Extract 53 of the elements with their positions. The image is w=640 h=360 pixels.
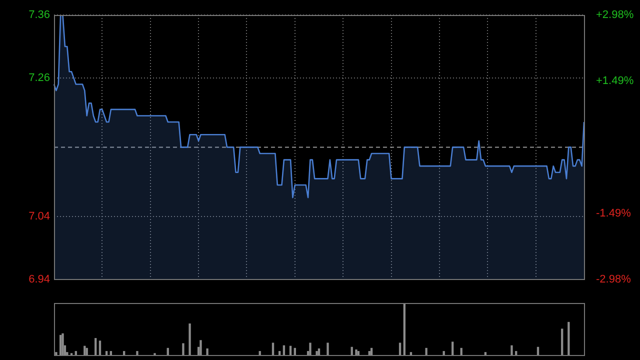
bar <box>350 346 353 355</box>
bar <box>294 348 296 355</box>
bar <box>94 338 97 355</box>
y2-tick-label: +2.98% <box>596 9 634 22</box>
bar <box>355 349 358 355</box>
bar <box>561 328 564 355</box>
bar <box>136 351 138 355</box>
bar <box>74 351 77 355</box>
bar <box>188 323 191 355</box>
y-tick-label: 6.94 <box>28 273 50 286</box>
bar <box>410 352 412 355</box>
bar <box>105 351 108 355</box>
bar <box>166 348 169 355</box>
bar <box>425 348 428 355</box>
bar <box>452 342 454 355</box>
y2-tick-label: -2.98% <box>596 273 632 286</box>
bar <box>206 348 208 355</box>
bar <box>326 342 329 355</box>
bar <box>442 351 445 355</box>
bar <box>98 340 102 355</box>
bar <box>182 343 184 355</box>
bar <box>55 352 58 355</box>
bar <box>258 351 261 355</box>
bar <box>357 351 360 355</box>
bar <box>515 351 518 355</box>
bar <box>370 348 373 355</box>
bar <box>316 351 318 355</box>
bar <box>510 345 513 355</box>
y2-tick-label: +1.49% <box>596 75 634 88</box>
bar <box>200 340 202 355</box>
bar <box>282 345 286 355</box>
bar <box>403 303 406 355</box>
bar <box>59 334 62 355</box>
bar <box>368 351 370 355</box>
bar <box>84 346 86 355</box>
y-tick-label: 7.36 <box>28 9 50 22</box>
bar <box>62 333 64 355</box>
bar <box>398 342 402 355</box>
bar <box>123 351 126 355</box>
bar <box>318 348 320 355</box>
bar <box>309 342 312 355</box>
bar <box>536 346 540 355</box>
bar <box>272 342 274 355</box>
bar <box>110 351 112 355</box>
bar <box>484 352 487 355</box>
bar <box>460 348 462 355</box>
bar <box>86 348 88 355</box>
y-tick-label: 7.04 <box>28 210 50 222</box>
y-tick-label: 7.26 <box>28 72 50 84</box>
bar <box>289 346 292 355</box>
bar <box>278 351 281 355</box>
y2-tick-label: -1.49% <box>596 207 632 220</box>
bar <box>568 322 570 355</box>
